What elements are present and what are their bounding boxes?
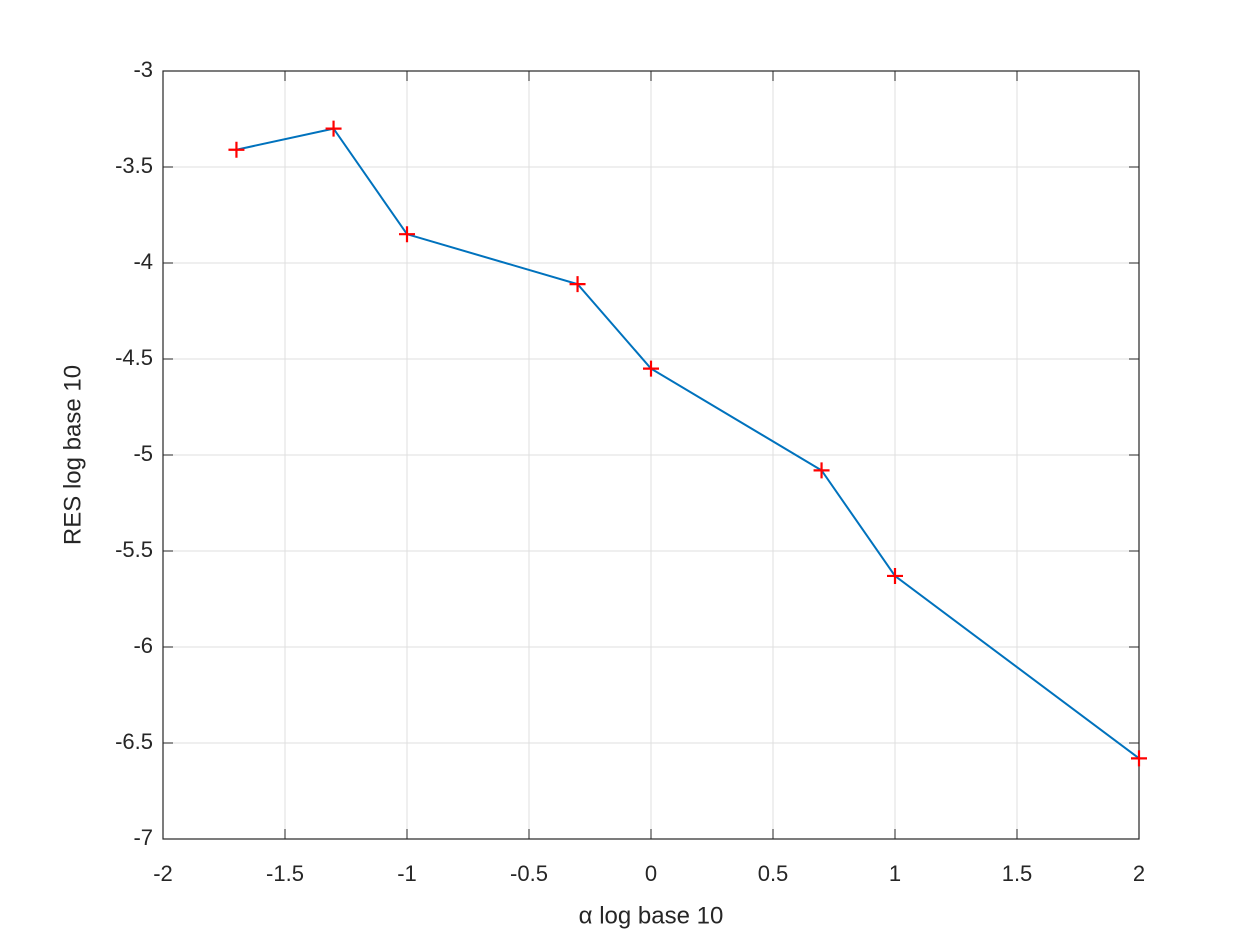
x-axis-title: α log base 10 <box>579 902 724 929</box>
data-line <box>236 127 1140 760</box>
x-tick-label: 2 <box>1133 861 1145 886</box>
data-marker <box>399 226 415 243</box>
plot-frame <box>162 70 1140 840</box>
x-tick-label: -2 <box>153 861 173 886</box>
y-axis-title: RES log base 10 <box>59 365 86 545</box>
x-tick-label: 1.5 <box>1002 861 1033 886</box>
data-marker <box>887 567 903 584</box>
y-tick-label: -4.5 <box>115 345 153 370</box>
y-tick-label: -6 <box>133 633 153 658</box>
y-tick-label: -3.5 <box>115 153 153 178</box>
x-tick-label: -1 <box>397 861 417 886</box>
x-tick-label: -0.5 <box>510 861 548 886</box>
x-tick-label: -1.5 <box>266 861 304 886</box>
y-tick-label: -3 <box>133 57 153 82</box>
x-tick-label: 1 <box>889 861 901 886</box>
y-tick-label: -4 <box>133 249 153 274</box>
data-marker <box>643 360 659 377</box>
data-marker <box>813 462 830 479</box>
y-tick-label: -5.5 <box>115 537 153 562</box>
data-marker <box>228 141 245 158</box>
data-marker <box>569 276 586 293</box>
y-tick-label: -6.5 <box>115 729 153 754</box>
x-tick-label: 0 <box>645 861 657 886</box>
data-marker <box>325 120 342 137</box>
x-tick-label: 0.5 <box>758 861 789 886</box>
y-tick-label: -5 <box>133 441 153 466</box>
y-tick-label: -7 <box>133 825 153 850</box>
data-marker <box>1131 750 1147 767</box>
